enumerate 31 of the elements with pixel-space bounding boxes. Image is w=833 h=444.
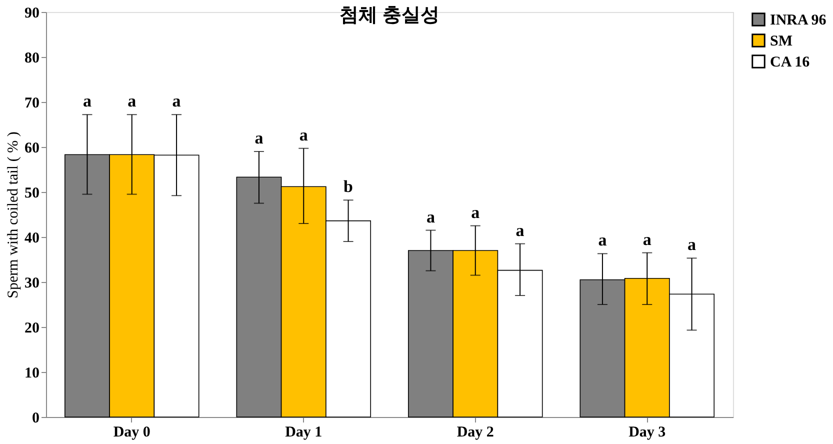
y-tick-label: 50 (24, 186, 40, 202)
legend-label: SM (770, 34, 792, 50)
data-label: a (688, 235, 697, 254)
chart-title: 첨체 충실성 (340, 5, 440, 26)
data-label: a (598, 230, 608, 250)
y-tick-label: 80 (24, 50, 40, 66)
data-label: a (172, 92, 182, 111)
y-tick-label: 0 (32, 410, 40, 426)
data-label: b (344, 177, 354, 196)
y-tick-label: 70 (24, 96, 40, 112)
data-label: a (471, 202, 480, 222)
data-label: a (516, 220, 525, 240)
x-tick-label: Day 3 (628, 424, 666, 440)
data-label: a (426, 207, 436, 226)
x-tick-label: Day 1 (285, 424, 322, 440)
x-tick-label: Day 2 (456, 424, 494, 440)
y-tick-label: 40 (24, 230, 40, 246)
data-label: a (254, 128, 264, 148)
y-tick-label: 90 (24, 6, 40, 22)
y-tick-label: 30 (24, 276, 40, 292)
y-tick-label: 60 (24, 140, 40, 156)
x-tick-label: Day 0 (113, 424, 150, 440)
legend-label: INRA 96 (770, 12, 827, 28)
data-label: a (642, 230, 652, 249)
y-tick-label: 20 (24, 320, 40, 336)
y-tick-label: 10 (24, 366, 40, 382)
y-axis-title: Sperm with coiled tail ( % ) (6, 132, 22, 298)
data-label: a (82, 92, 92, 111)
legend-label: CA 16 (770, 54, 810, 70)
data-label: a (128, 92, 137, 111)
data-label: a (299, 125, 308, 144)
